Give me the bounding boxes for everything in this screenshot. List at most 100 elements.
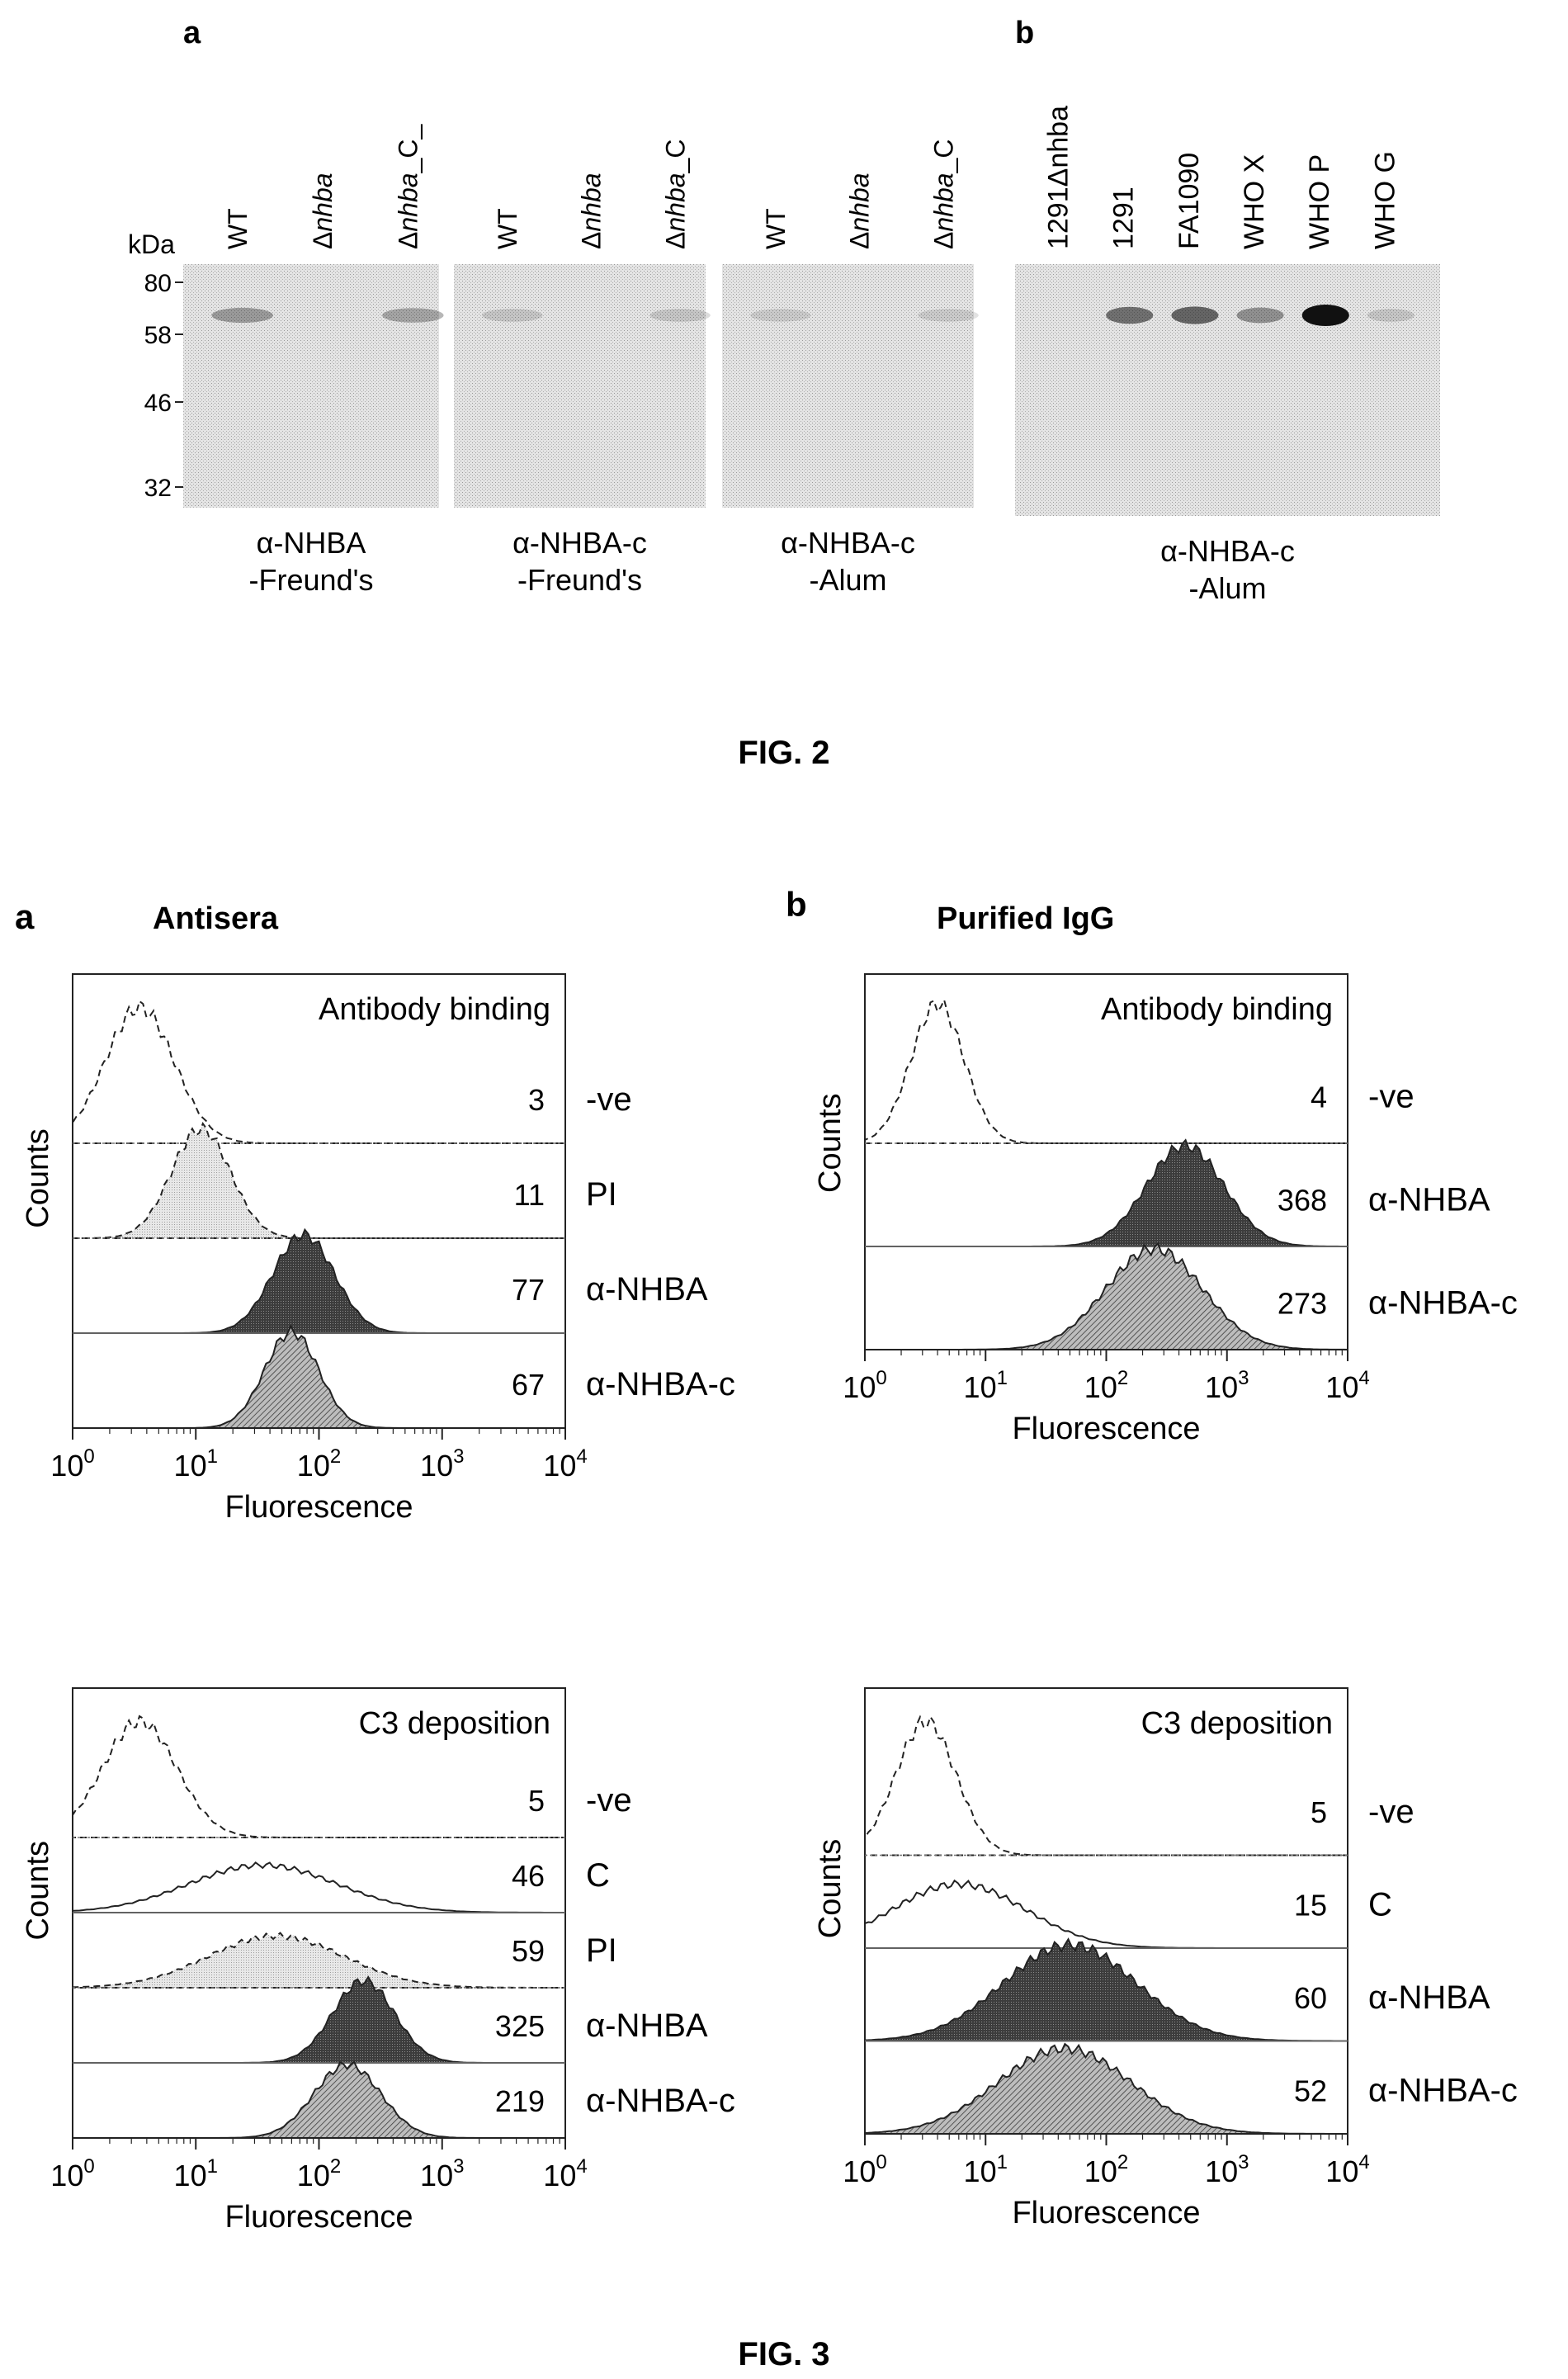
lane-label-base: nhba <box>928 173 958 231</box>
tick-exponent: 0 <box>83 2155 94 2178</box>
histogram-series <box>864 1714 1348 1856</box>
protein-band <box>1236 307 1284 324</box>
lane-label: WHO X <box>1239 154 1270 249</box>
plot-frame <box>72 973 566 1429</box>
panel-a-title: Antisera <box>153 901 279 936</box>
tick-base: 10 <box>1205 2154 1238 2188</box>
lane-label-base: nhba <box>577 173 607 231</box>
x-axis-label: Fluorescence <box>224 2200 413 2235</box>
histogram-series <box>865 1138 1348 1247</box>
series-mfi-value: 46 <box>512 1859 545 1893</box>
x-tick-label: 102 <box>297 2155 341 2192</box>
series-mfi-value: 368 <box>1278 1183 1327 1217</box>
tick-base: 10 <box>50 2159 83 2192</box>
series-name: α-NHBA <box>1368 1181 1490 1218</box>
series-name: α-NHBA-c <box>1368 2073 1518 2109</box>
tick-exponent: 1 <box>207 2155 218 2178</box>
series-name: α-NHBA-c <box>586 2083 735 2119</box>
tick-base: 10 <box>1084 2154 1117 2188</box>
tick-exponent: 3 <box>453 1445 464 1468</box>
series-name: PI <box>586 1932 617 1969</box>
blot-caption-antibody: α-NHBA-c <box>1160 534 1295 568</box>
histogram-series <box>864 1879 1348 1949</box>
x-tick-label: 102 <box>297 1445 341 1483</box>
x-tick-label: 100 <box>843 2151 886 2188</box>
lane-label: Δnhba_C <box>928 140 958 249</box>
y-axis-label: Counts <box>21 1128 55 1227</box>
tick-exponent: 4 <box>576 1445 587 1468</box>
series-mfi-value: 15 <box>1294 1889 1327 1923</box>
histogram-series <box>864 1937 1348 2042</box>
series-mfi-value: 59 <box>512 1934 545 1968</box>
series-name: -ve <box>586 1782 632 1819</box>
x-tick-label: 100 <box>50 1445 94 1483</box>
protein-band <box>211 307 273 324</box>
series-name: α-NHBA-c <box>586 1366 735 1402</box>
x-tick-label: 104 <box>1325 2151 1369 2188</box>
y-axis-label: Counts <box>813 1094 848 1193</box>
tick-exponent: 4 <box>576 2155 587 2178</box>
lane-label-prefix: Δ <box>577 232 607 249</box>
kda-marker-list: 80 58 46 32 <box>144 270 188 502</box>
x-tick-label: 103 <box>420 1445 464 1483</box>
tick-base: 10 <box>543 1449 576 1483</box>
lane-label-base: 1291 <box>1108 187 1140 249</box>
tick-base: 10 <box>50 1449 83 1483</box>
x-axis-label: Fluorescence <box>1012 2196 1200 2230</box>
series-mfi-value: 5 <box>528 1784 545 1818</box>
blot-caption-antibody: α-NHBA <box>257 526 366 560</box>
histogram-series <box>72 1932 565 1989</box>
tick-exponent: 1 <box>997 2151 1008 2173</box>
x-tick-label: 100 <box>843 1367 886 1404</box>
lane-label-suffix: _C_ <box>394 124 423 174</box>
blot-caption-adjuvant: -Freund's <box>517 563 642 597</box>
blot-caption-adjuvant: -Alum <box>1188 571 1266 605</box>
lane-label-base: nhba <box>845 173 875 231</box>
series-mfi-value: 4 <box>1311 1080 1327 1114</box>
lane-label-base: nhba <box>660 173 690 231</box>
series-name: -ve <box>586 1081 632 1118</box>
x-tick-label: 104 <box>543 2155 587 2192</box>
lane-label-prefix: Δ <box>845 232 875 249</box>
tick-base: 10 <box>843 2154 876 2188</box>
tick-exponent: 0 <box>876 1367 886 1389</box>
lane-label: Δnhba <box>845 173 875 249</box>
tick-exponent: 3 <box>1238 1367 1249 1389</box>
tick-base: 10 <box>1205 1370 1238 1404</box>
chart-title: C3 deposition <box>1141 1706 1333 1741</box>
lane-label-base: FA1090 <box>1174 153 1205 249</box>
series-name: C <box>586 1857 610 1894</box>
lane-label: Δnhba_C <box>660 140 690 249</box>
fig2-caption: FIG. 2 <box>738 735 829 771</box>
lane-label: Δnhba_C_ <box>394 124 423 249</box>
kda-mark: 58 <box>144 322 172 349</box>
histogram-series <box>72 1861 565 1913</box>
tick-exponent: 2 <box>330 1445 341 1468</box>
lane-label-prefix: Δ <box>308 232 338 249</box>
lane-label-base: WHO P <box>1304 154 1335 249</box>
kda-mark: 32 <box>144 475 172 502</box>
tick-base: 10 <box>420 2159 453 2192</box>
figure-3: a Antisera b Purified IgG Antibody bindi… <box>15 885 1518 2372</box>
tick-exponent: 4 <box>1358 1367 1369 1389</box>
lane-label: FA1090 <box>1174 153 1205 249</box>
lane-label-base: WHO X <box>1239 154 1270 249</box>
lane-label: WHO G <box>1369 151 1400 249</box>
blot-caption-antibody: α-NHBA-c <box>781 526 915 560</box>
lane-label: WT <box>223 208 253 249</box>
histogram-series <box>73 1121 565 1239</box>
lane-label: Δnhba <box>308 173 338 249</box>
lane-label-prefix: Δ <box>928 232 958 249</box>
lane-label-base: WHO G <box>1369 151 1400 249</box>
tick-base: 10 <box>297 2159 330 2192</box>
x-tick-label: 100 <box>50 2155 94 2192</box>
series-mfi-value: 5 <box>1311 1795 1327 1829</box>
series-name: C <box>1368 1887 1392 1923</box>
histogram-series <box>72 1714 565 1838</box>
lane-label: Δnhba <box>577 173 607 249</box>
